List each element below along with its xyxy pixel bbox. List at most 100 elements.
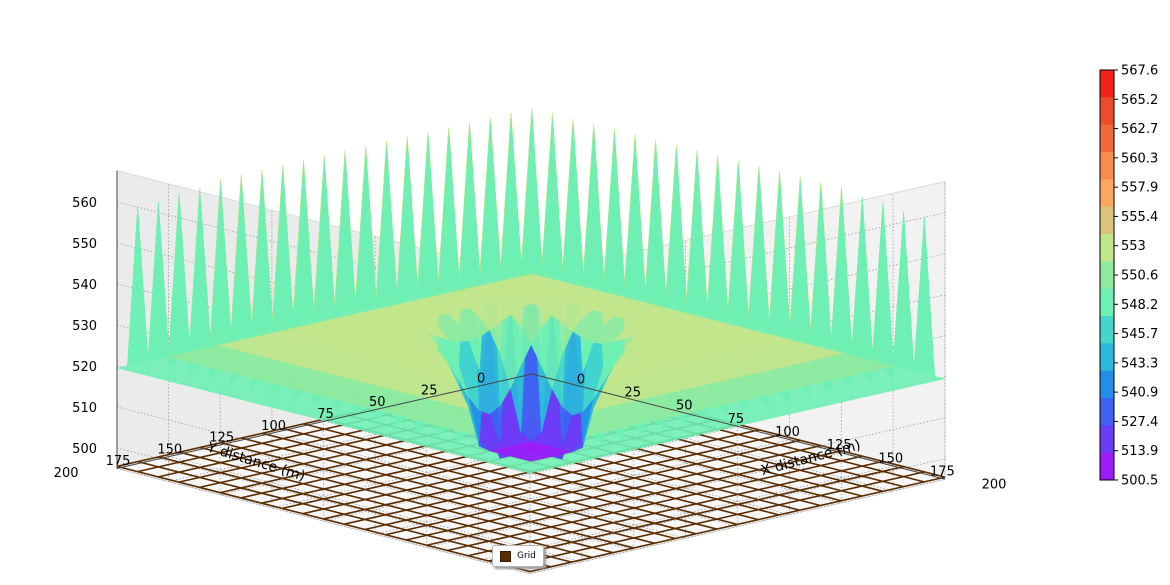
base-grid-line [385, 439, 801, 536]
x-tick-label: 75 [728, 412, 745, 427]
colorbar-segment [1100, 398, 1114, 426]
z-tick-label: 560 [72, 196, 97, 211]
base-grid-line [447, 455, 863, 552]
colorbar-tick-label: 548.2 [1121, 298, 1158, 313]
colorbar: 567.6 565.2 562.7 560.3 557.9 555.4 553 550.6 54… [1099, 64, 1158, 489]
z-tick-label: 520 [72, 360, 97, 375]
surface-patch [479, 126, 502, 286]
x-tick-label: 25 [624, 386, 641, 401]
surface-patch [645, 148, 667, 308]
colorbar-segment [1100, 97, 1114, 126]
surface-patch [396, 145, 419, 305]
x-tick-label: 50 [676, 399, 693, 414]
y-axis-line [116, 373, 533, 469]
surface-patch [665, 153, 688, 314]
base-grid-line [116, 465, 531, 573]
y-tick-label: 100 [261, 419, 286, 434]
colorbar-tick-label: 543.3 [1121, 356, 1158, 371]
surface-patch [417, 140, 439, 300]
z-tick-label: 530 [72, 319, 97, 334]
base-grid-line [282, 427, 697, 535]
colorbar-segment [1100, 425, 1114, 454]
colorbar-tick-label: 555.4 [1121, 210, 1158, 225]
x-tick-label: 0 [577, 372, 585, 387]
legend-label-grid: Grid [517, 551, 536, 561]
y-tick-label: 150 [157, 442, 182, 457]
colorbar-segment [1100, 70, 1114, 98]
base-grid-line [220, 441, 634, 549]
colorbar-tick-label: 553 [1121, 239, 1146, 254]
colorbar-segment [1100, 370, 1114, 399]
surface-patch [562, 127, 584, 287]
z-tick-label: 510 [72, 401, 97, 416]
colorbar-tick-label: 500.5 [1121, 474, 1158, 489]
surface-patch [583, 132, 605, 293]
colorbar-tick-label: 565.2 [1121, 93, 1158, 108]
base-grid-line [199, 446, 614, 554]
colorbar-tick-label: 557.9 [1121, 181, 1158, 196]
surface-patch [603, 138, 626, 298]
surface-patch [521, 117, 543, 277]
gridline-x [271, 210, 687, 509]
base-grid-line [467, 460, 884, 557]
y-tick-label: 75 [317, 407, 334, 422]
x-tick-label: 175 [930, 464, 955, 479]
surface-patch [542, 122, 564, 282]
y-tick-label: 200 [54, 466, 79, 481]
x-tick-label: 100 [775, 425, 800, 440]
base-grid-line [262, 432, 676, 540]
colorbar-segment [1100, 234, 1114, 262]
base-grid-line [509, 471, 925, 568]
z-tick-label: 500 [72, 442, 97, 457]
base-grid-line [158, 456, 572, 563]
y-tick-label: 125 [209, 431, 234, 446]
colorbar-tick-label: 527.4 [1121, 415, 1158, 430]
colorbar-tick-label: 567.6 [1121, 64, 1158, 79]
base-grid-line [241, 437, 655, 545]
z-tick-label: 540 [72, 278, 97, 293]
surface-patch [624, 143, 646, 303]
colorbar-segment [1100, 179, 1114, 208]
colorbar-tick-label: 540.9 [1121, 386, 1158, 401]
x-tick-label: 125 [827, 438, 852, 453]
colorbar-segment [1100, 343, 1114, 372]
legend-swatch-grid [500, 550, 511, 562]
colorbar-segment [1100, 261, 1114, 290]
base-grid-line [303, 423, 717, 530]
surface-mesh [116, 108, 946, 474]
base-grid-line [179, 451, 593, 559]
surface-patch [376, 150, 398, 310]
y-tick-label: 25 [421, 383, 438, 398]
colorbar-tick-label: 560.3 [1121, 151, 1158, 166]
surface-patch [438, 136, 460, 296]
gridline-x [168, 183, 584, 483]
colorbar-segment [1100, 452, 1114, 481]
surface-patch [500, 121, 522, 281]
x-tick-label: 150 [878, 451, 903, 466]
base-grid-line [137, 460, 551, 568]
colorbar-segment [1100, 288, 1114, 317]
colorbar-tick-label: 562.7 [1121, 122, 1158, 137]
colorbar-segment [1100, 316, 1114, 344]
base-grid-line [426, 450, 842, 547]
y-tick-label: 50 [369, 395, 386, 410]
colorbar-segment [1100, 206, 1114, 235]
y-tick-label: 0 [477, 372, 485, 387]
y-tick-label: 175 [106, 454, 131, 469]
x-axis-line [531, 373, 946, 480]
colorbar-segment [1100, 124, 1114, 153]
z-tick-label: 550 [72, 237, 97, 252]
surface-patch [459, 131, 481, 291]
colorbar-tick-label: 550.6 [1121, 269, 1158, 284]
colorbar-segment [1100, 152, 1114, 180]
base-grid-line [343, 429, 760, 525]
colorbar-tick-label: 545.7 [1121, 327, 1158, 342]
colorbar-tick-label: 513.9 [1121, 444, 1158, 459]
x-tick-label: 200 [982, 478, 1007, 493]
legend: Grid [492, 545, 544, 567]
base-grid-line [529, 476, 946, 573]
base-grid-line [405, 444, 822, 541]
base-grid-line [488, 465, 904, 562]
base-grid-line [364, 434, 780, 531]
